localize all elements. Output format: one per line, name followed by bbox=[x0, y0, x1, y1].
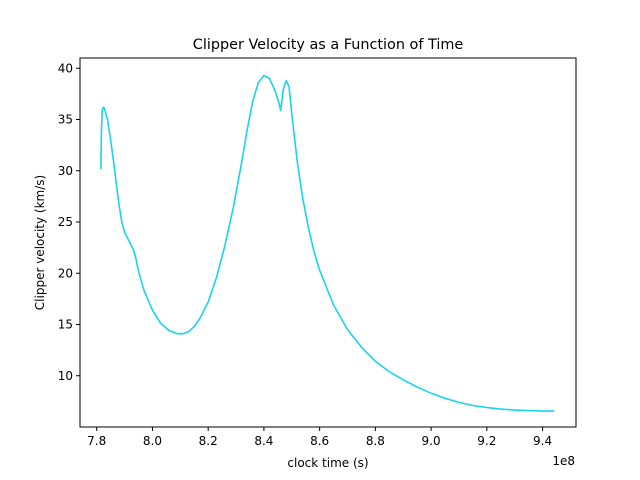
plot-area bbox=[79, 57, 577, 428]
y-tick-label: 15 bbox=[58, 318, 73, 332]
chart-title: Clipper Velocity as a Function of Time bbox=[193, 37, 464, 53]
x-axis-ticks: 7.8 8.0 8.2 8.4 8.6 8.8 9.0 9.2 9.4 bbox=[87, 427, 552, 448]
y-axis-ticks: 10 15 20 25 30 35 40 bbox=[58, 61, 80, 383]
x-tick-label: 8.2 bbox=[199, 434, 218, 448]
x-tick-label: 9.0 bbox=[422, 434, 441, 448]
x-tick-label: 8.0 bbox=[143, 434, 162, 448]
y-tick-label: 35 bbox=[58, 113, 73, 127]
y-tick-label: 40 bbox=[58, 61, 73, 75]
y-axis-label: Clipper velocity (km/s) bbox=[33, 175, 47, 310]
x-tick-label: 8.6 bbox=[310, 434, 329, 448]
x-axis-offset-label: 1e8 bbox=[552, 454, 575, 468]
x-axis-label: clock time (s) bbox=[287, 456, 368, 470]
y-tick-label: 20 bbox=[58, 266, 73, 280]
x-tick-label: 8.8 bbox=[366, 434, 385, 448]
y-tick-label: 10 bbox=[58, 369, 73, 383]
y-tick-label: 25 bbox=[58, 215, 73, 229]
y-tick-label: 30 bbox=[58, 164, 73, 178]
x-tick-label: 7.8 bbox=[87, 434, 106, 448]
x-tick-label: 8.4 bbox=[254, 434, 273, 448]
velocity-series-line bbox=[100, 74, 555, 412]
x-tick-label: 9.4 bbox=[533, 434, 552, 448]
axes-frame bbox=[79, 57, 577, 428]
x-tick-label: 9.2 bbox=[477, 434, 496, 448]
